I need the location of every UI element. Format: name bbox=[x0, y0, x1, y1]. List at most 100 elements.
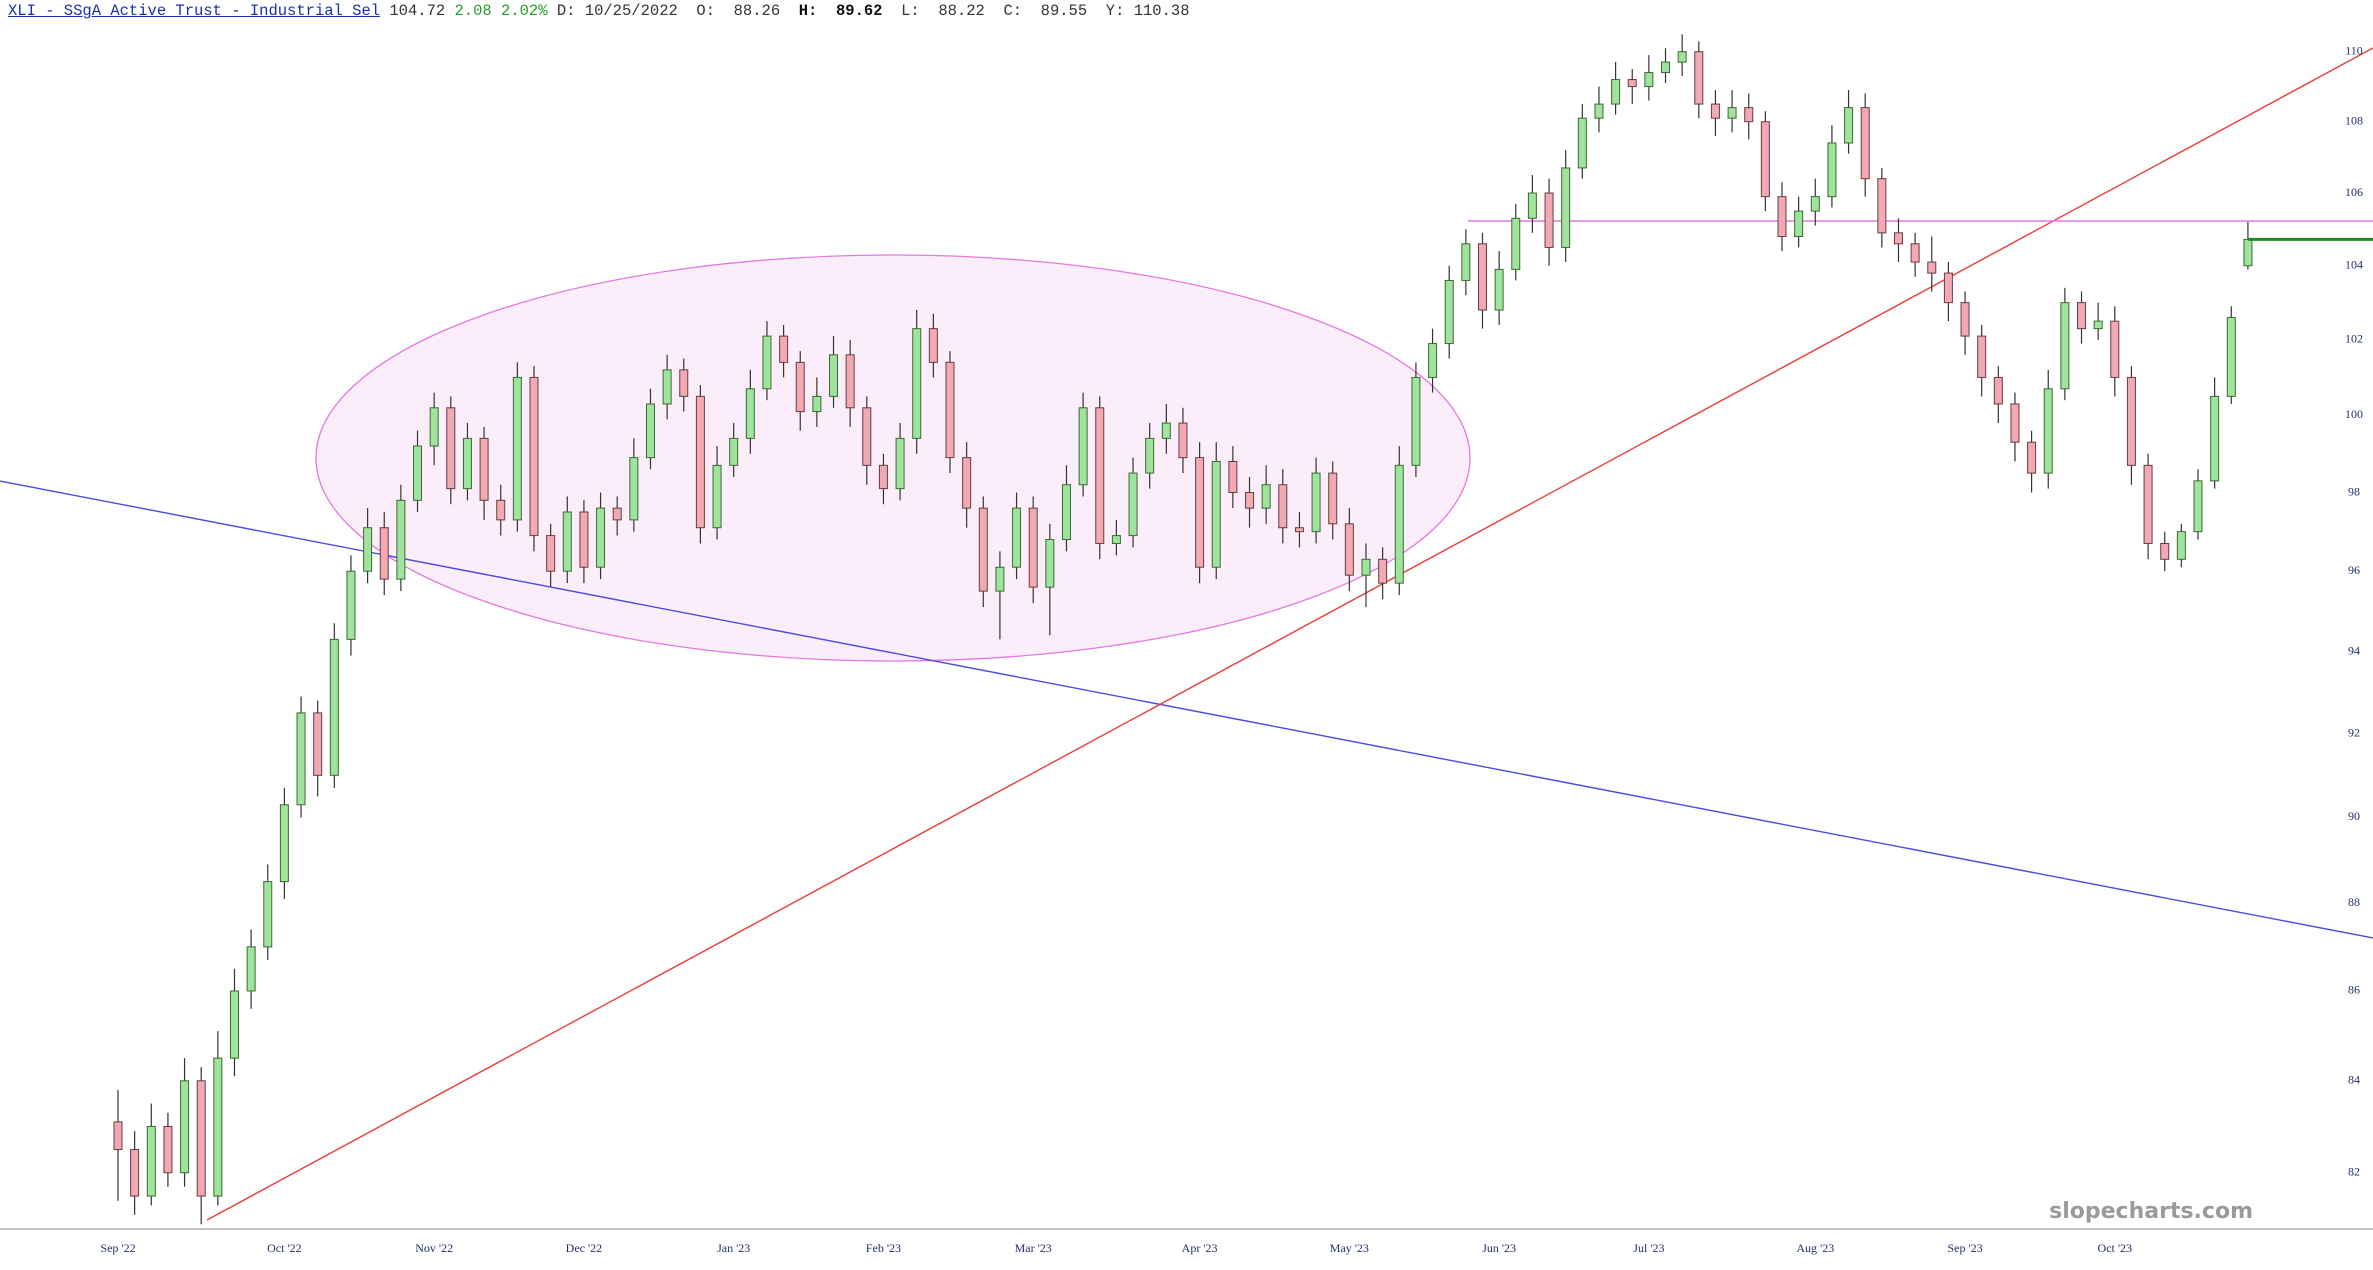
candle-body bbox=[1245, 492, 1255, 509]
candle-body bbox=[912, 328, 922, 439]
candle-body bbox=[562, 511, 572, 572]
candle-body bbox=[779, 335, 789, 363]
candle-body bbox=[396, 499, 406, 580]
candle-body bbox=[1694, 51, 1704, 105]
candle-body bbox=[762, 335, 772, 390]
candle-body bbox=[496, 499, 506, 521]
x-tick-label: Jul '23 bbox=[1633, 1241, 1664, 1255]
candle-body bbox=[1710, 103, 1720, 119]
candle-body bbox=[1078, 407, 1088, 486]
trend-line bbox=[206, 47, 2373, 1221]
readout-label: Y: bbox=[1105, 2, 1125, 20]
candle-body bbox=[1561, 167, 1571, 248]
candle-body bbox=[1311, 472, 1321, 533]
candle-body bbox=[1228, 460, 1238, 494]
candle-body bbox=[1278, 484, 1288, 529]
candle-body bbox=[1943, 272, 1953, 304]
candle-body bbox=[1178, 422, 1188, 459]
candle-body bbox=[1827, 142, 1837, 198]
change-pct: 2.02% bbox=[501, 2, 548, 20]
candle-body bbox=[1860, 107, 1870, 180]
candle-body bbox=[1294, 527, 1304, 533]
candle-body bbox=[2077, 302, 2087, 330]
candle-body bbox=[795, 361, 805, 413]
candle-body bbox=[1877, 178, 1887, 234]
candle-body bbox=[1128, 472, 1138, 537]
candle-body bbox=[1444, 279, 1454, 345]
candle-body bbox=[1344, 523, 1354, 576]
x-tick-label: Aug '23 bbox=[1796, 1241, 1834, 1255]
x-tick-label: Jan '23 bbox=[717, 1241, 750, 1255]
candle-body bbox=[1511, 217, 1521, 270]
readout-value: 89.55 bbox=[1040, 2, 1088, 20]
candle-body bbox=[1910, 243, 1920, 263]
candle-body bbox=[1045, 539, 1055, 588]
candle-body bbox=[1794, 210, 1804, 237]
candle-body bbox=[2143, 464, 2153, 544]
candle-body bbox=[1893, 232, 1903, 245]
candle-body bbox=[413, 445, 423, 501]
candle-body bbox=[1744, 107, 1754, 123]
candle-body bbox=[995, 566, 1005, 592]
candle-body bbox=[462, 437, 472, 490]
candle-body bbox=[579, 511, 589, 568]
candle-body bbox=[329, 638, 339, 776]
candle-body bbox=[2043, 388, 2053, 474]
x-tick-label: Oct '23 bbox=[2098, 1241, 2133, 1255]
y-tick-label: 82 bbox=[2348, 1164, 2360, 1178]
trend-line bbox=[0, 480, 2373, 939]
candle-body bbox=[2126, 376, 2136, 466]
candle-body bbox=[279, 804, 289, 883]
candle-body bbox=[962, 457, 972, 509]
candle-body bbox=[163, 1125, 173, 1174]
y-tick-label: 108 bbox=[2345, 113, 2363, 127]
candle-body bbox=[1661, 61, 1671, 74]
y-tick-label: 84 bbox=[2348, 1073, 2360, 1087]
candle-body bbox=[978, 507, 988, 592]
candle-body bbox=[213, 1057, 223, 1197]
candle-body bbox=[1161, 422, 1171, 439]
readout-value: 10/25/2022 bbox=[584, 2, 678, 20]
readout-label: D: bbox=[556, 2, 576, 20]
candle-body bbox=[629, 457, 639, 521]
candle-body bbox=[429, 407, 439, 447]
candle-body bbox=[712, 464, 722, 529]
last-price: 104.72 bbox=[389, 2, 446, 20]
candle-body bbox=[945, 361, 955, 459]
candle-body bbox=[146, 1125, 156, 1197]
candle-body bbox=[479, 437, 489, 501]
candle-body bbox=[1627, 79, 1637, 88]
y-tick-label: 90 bbox=[2348, 809, 2360, 823]
candle-body bbox=[928, 328, 938, 363]
candle-body bbox=[662, 369, 672, 405]
y-tick-label: 98 bbox=[2348, 484, 2360, 498]
readout-label: O: bbox=[696, 2, 716, 20]
watermark: slopecharts.com bbox=[2049, 1199, 2253, 1224]
candle-body bbox=[2243, 238, 2253, 267]
candle-body bbox=[346, 570, 356, 640]
candle-body bbox=[1361, 558, 1371, 576]
x-tick-label: Apr '23 bbox=[1182, 1241, 1218, 1255]
y-tick-label: 106 bbox=[2345, 185, 2363, 199]
y-tick-label: 110 bbox=[2345, 43, 2363, 57]
candle-body bbox=[180, 1080, 190, 1174]
candle-body bbox=[130, 1149, 140, 1197]
candle-body bbox=[829, 354, 839, 397]
candle-body bbox=[2226, 316, 2236, 397]
candle-body bbox=[1927, 261, 1937, 274]
y-tick-label: 94 bbox=[2348, 643, 2360, 657]
candle-body bbox=[1993, 376, 2003, 405]
candle-body bbox=[196, 1080, 206, 1197]
candle-body bbox=[1777, 196, 1787, 237]
candle-body bbox=[612, 507, 622, 521]
candle-body bbox=[845, 354, 855, 409]
candle-body bbox=[1677, 51, 1687, 63]
candle-body bbox=[862, 407, 872, 466]
candle-body bbox=[113, 1121, 123, 1151]
x-tick-label: Sep '22 bbox=[100, 1241, 135, 1255]
readout-value: 88.26 bbox=[733, 2, 781, 20]
ticker-link[interactable]: XLI - SSgA Active Trust - Industrial Sel bbox=[8, 2, 381, 20]
candle-body bbox=[745, 388, 755, 439]
